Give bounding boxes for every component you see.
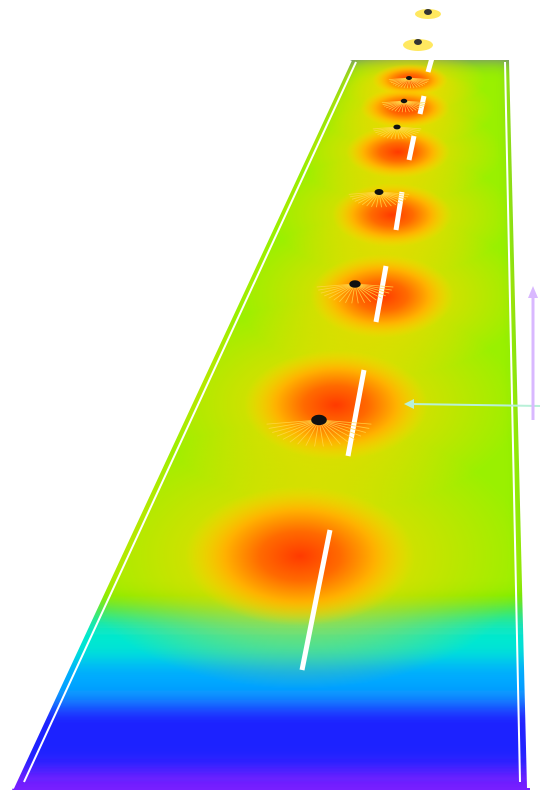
lane-dash	[406, 135, 417, 161]
luminaire-icon[interactable]	[381, 98, 427, 113]
lane-dash	[299, 529, 333, 671]
lane-dash	[393, 191, 405, 231]
illuminance-hotspot	[346, 126, 450, 178]
luminaire-icon-far-1[interactable]	[415, 9, 441, 19]
illuminance-hotspot	[332, 183, 452, 247]
lane-dash	[417, 95, 427, 115]
illuminance-hotspot	[244, 350, 428, 460]
horizontal-arrow-icon[interactable]	[404, 399, 541, 409]
luminaire-icon-far-2[interactable]	[403, 39, 433, 51]
illuminance-spots	[70, 60, 530, 689]
lane-dash	[425, 57, 435, 73]
luminaire-icon[interactable]	[348, 189, 410, 208]
lane-dash	[345, 369, 367, 457]
luminaire-group	[266, 76, 430, 447]
right-inner-edge	[504, 61, 521, 783]
luminaire-icon[interactable]	[316, 280, 394, 304]
luminaire-icon[interactable]	[372, 124, 422, 140]
vertical-arrow-icon[interactable]	[528, 286, 538, 420]
left-inner-edge	[23, 61, 357, 783]
illuminance-hotspot	[185, 486, 415, 626]
luminaire-icon[interactable]	[266, 414, 372, 447]
right-edge-line	[509, 59, 531, 789]
luminaire-icon[interactable]	[388, 76, 430, 89]
left-edge-line	[10, 59, 352, 789]
